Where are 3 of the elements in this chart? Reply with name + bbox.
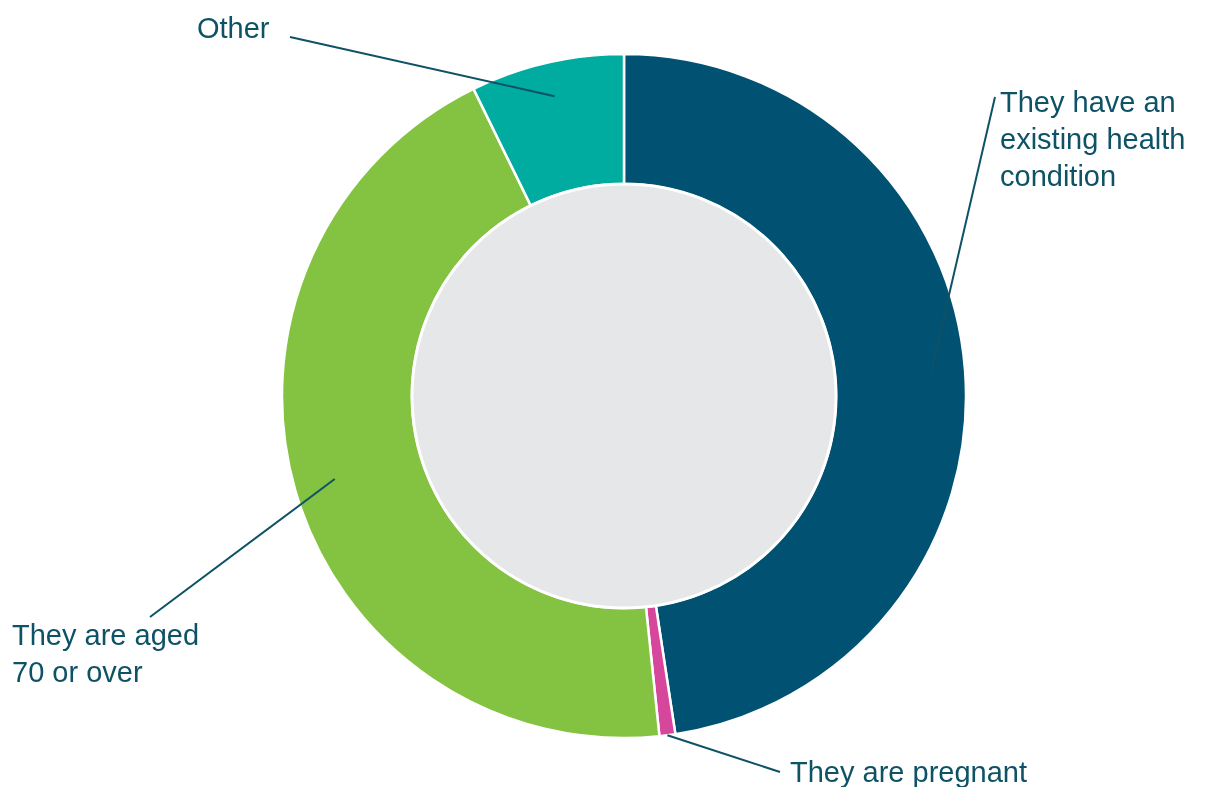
slice-label: They are aged 70 or over <box>12 619 200 688</box>
slice-label: Other <box>197 12 270 44</box>
slice-label: They have an existing health condition <box>1000 86 1186 192</box>
